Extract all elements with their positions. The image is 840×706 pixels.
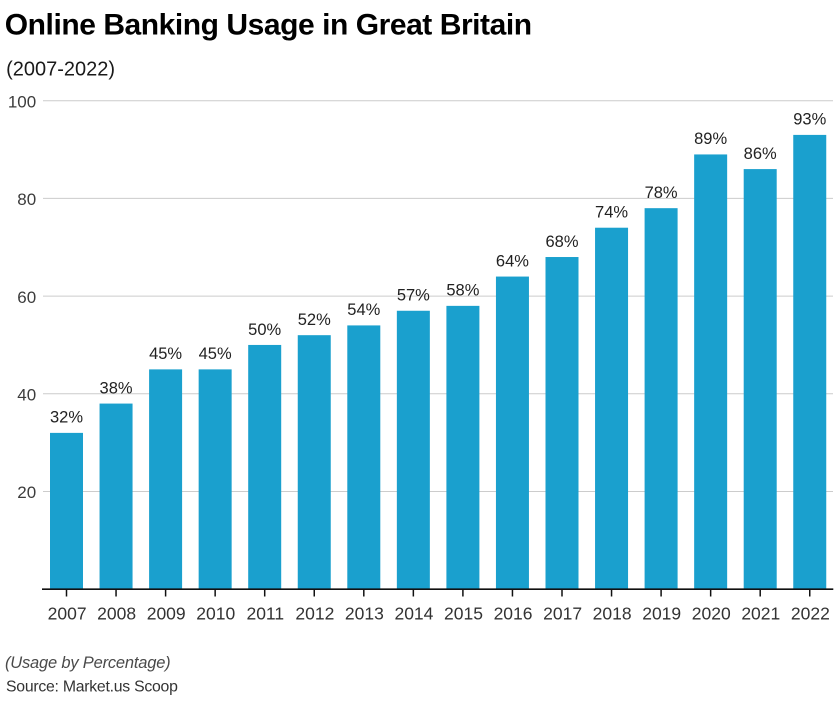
svg-text:32%: 32% xyxy=(50,409,83,427)
svg-text:2012: 2012 xyxy=(295,604,334,624)
svg-text:2010: 2010 xyxy=(196,604,235,624)
svg-text:54%: 54% xyxy=(347,301,380,319)
svg-text:(Usage by Percentage): (Usage by Percentage) xyxy=(5,654,170,672)
svg-text:Online Banking Usage in Great: Online Banking Usage in Great Britain xyxy=(5,9,532,42)
svg-text:45%: 45% xyxy=(199,345,232,363)
svg-text:100: 100 xyxy=(8,92,36,111)
svg-text:(2007-2022): (2007-2022) xyxy=(6,58,115,80)
svg-text:2014: 2014 xyxy=(394,604,433,624)
svg-text:60: 60 xyxy=(17,288,36,307)
svg-text:2008: 2008 xyxy=(97,604,136,624)
svg-text:86%: 86% xyxy=(744,145,777,163)
svg-text:57%: 57% xyxy=(397,287,430,305)
svg-text:50%: 50% xyxy=(248,321,281,339)
svg-text:Source: Market.us Scoop: Source: Market.us Scoop xyxy=(6,678,178,695)
svg-text:2017: 2017 xyxy=(543,604,582,624)
svg-text:2018: 2018 xyxy=(593,604,632,624)
svg-text:38%: 38% xyxy=(100,379,133,397)
svg-text:20: 20 xyxy=(17,483,36,502)
svg-text:2009: 2009 xyxy=(147,604,186,624)
svg-text:58%: 58% xyxy=(446,282,479,300)
svg-text:45%: 45% xyxy=(149,345,182,363)
svg-text:2021: 2021 xyxy=(741,604,780,624)
svg-text:2020: 2020 xyxy=(692,604,731,624)
svg-text:40: 40 xyxy=(17,386,36,405)
svg-text:52%: 52% xyxy=(298,311,331,329)
svg-text:78%: 78% xyxy=(645,184,678,202)
svg-text:2022: 2022 xyxy=(791,604,830,624)
svg-text:68%: 68% xyxy=(545,233,578,251)
svg-text:93%: 93% xyxy=(793,111,826,129)
svg-text:80: 80 xyxy=(17,190,36,209)
svg-text:2016: 2016 xyxy=(494,604,533,624)
svg-text:64%: 64% xyxy=(496,252,529,270)
svg-text:2015: 2015 xyxy=(444,604,483,624)
svg-text:2011: 2011 xyxy=(246,604,284,624)
svg-text:2007: 2007 xyxy=(48,604,87,624)
svg-text:74%: 74% xyxy=(595,204,628,222)
svg-text:89%: 89% xyxy=(694,130,727,148)
svg-text:2013: 2013 xyxy=(345,604,384,624)
svg-text:2019: 2019 xyxy=(642,604,681,624)
